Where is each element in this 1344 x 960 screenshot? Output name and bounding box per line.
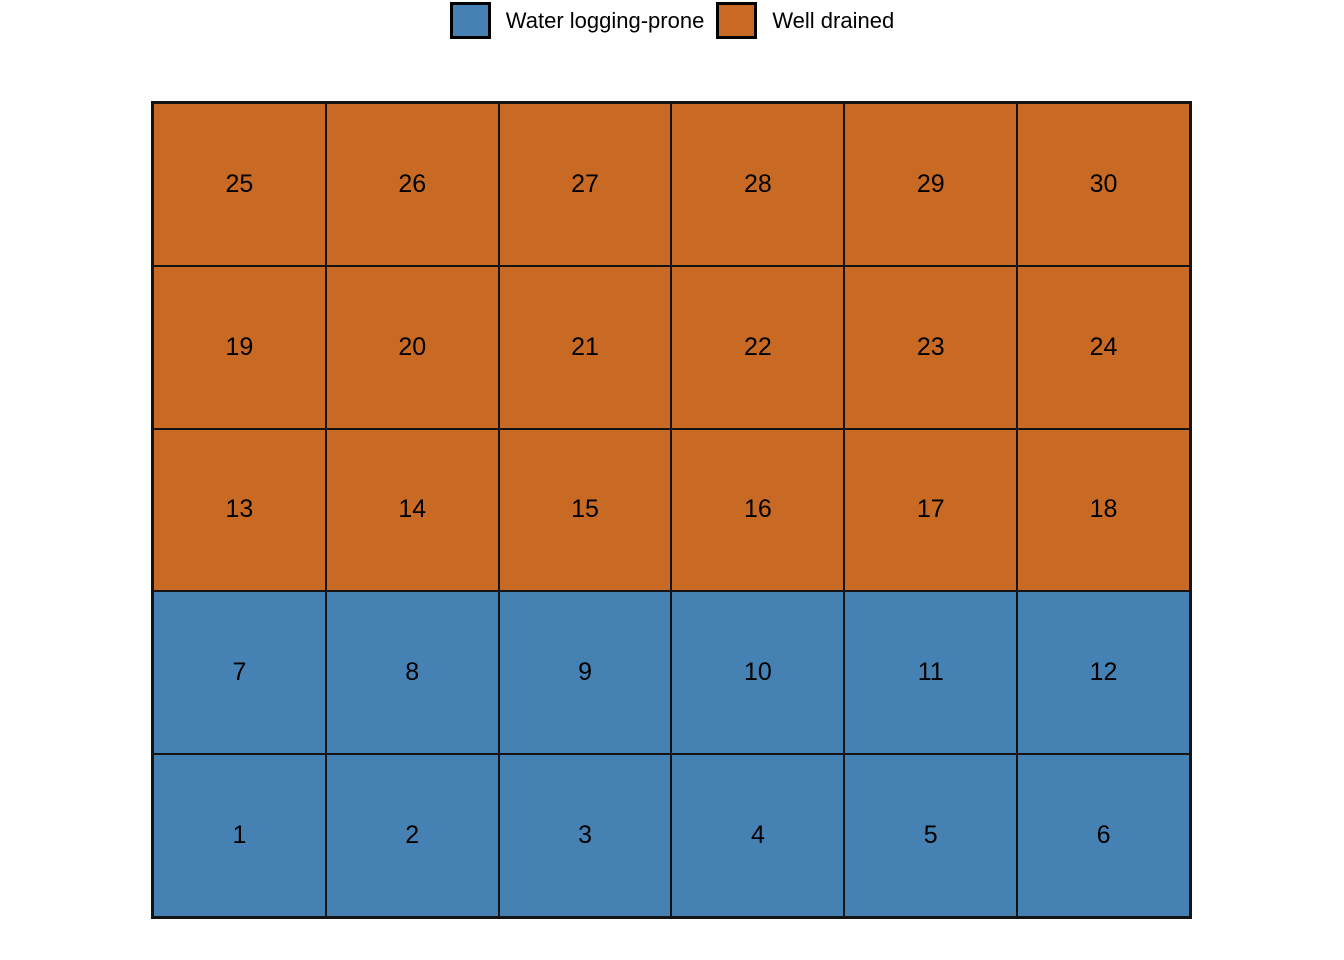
plot-cell-30: 30: [1017, 103, 1190, 266]
plot-grid: 25 26 27 28 29 30 19 20 21 22 23 24 13 14 15 16 17 18 7 8 9 1…: [151, 101, 1192, 919]
legend-label-water-logging-prone: Water logging-prone: [505, 7, 705, 33]
legend-item-well-drained: Well drained: [716, 2, 894, 39]
plot-cell-1: 1: [153, 754, 326, 917]
legend-swatch-well-drained: [716, 2, 758, 39]
legend-swatch-water-logging-prone: [449, 2, 491, 39]
plot-cell-14: 14: [325, 428, 499, 592]
plot-cell-9: 9: [498, 591, 672, 755]
plot-cell-19: 19: [153, 265, 326, 429]
plot-cell-18: 18: [1017, 428, 1190, 592]
plot-cell-28: 28: [671, 103, 845, 266]
plot-cell-26: 26: [325, 103, 499, 266]
plot-cell-22: 22: [671, 265, 845, 429]
plot-cell-23: 23: [844, 265, 1018, 429]
plot-cell-16: 16: [671, 428, 845, 592]
plot-cell-4: 4: [671, 754, 845, 917]
plot-cell-29: 29: [844, 103, 1018, 266]
legend: Water logging-prone Well drained: [0, 2, 1344, 39]
plot-cell-8: 8: [325, 591, 499, 755]
plot-cell-6: 6: [1017, 754, 1190, 917]
plot-cell-11: 11: [844, 591, 1018, 755]
plot-cell-21: 21: [498, 265, 672, 429]
plot-cell-20: 20: [325, 265, 499, 429]
plot-cell-5: 5: [844, 754, 1018, 917]
plot-cell-3: 3: [498, 754, 672, 917]
plot-cell-25: 25: [153, 103, 326, 266]
legend-item-water-logging-prone: Water logging-prone: [449, 2, 705, 39]
plot-cell-27: 27: [498, 103, 672, 266]
plot-cell-24: 24: [1017, 265, 1190, 429]
legend-label-well-drained: Well drained: [772, 7, 895, 33]
plot-cell-2: 2: [325, 754, 499, 917]
plot-cell-7: 7: [153, 591, 326, 755]
plot-cell-10: 10: [671, 591, 845, 755]
plot-cell-13: 13: [153, 428, 326, 592]
plot-cell-17: 17: [844, 428, 1018, 592]
plot-cell-12: 12: [1017, 591, 1190, 755]
plot-cell-15: 15: [498, 428, 672, 592]
